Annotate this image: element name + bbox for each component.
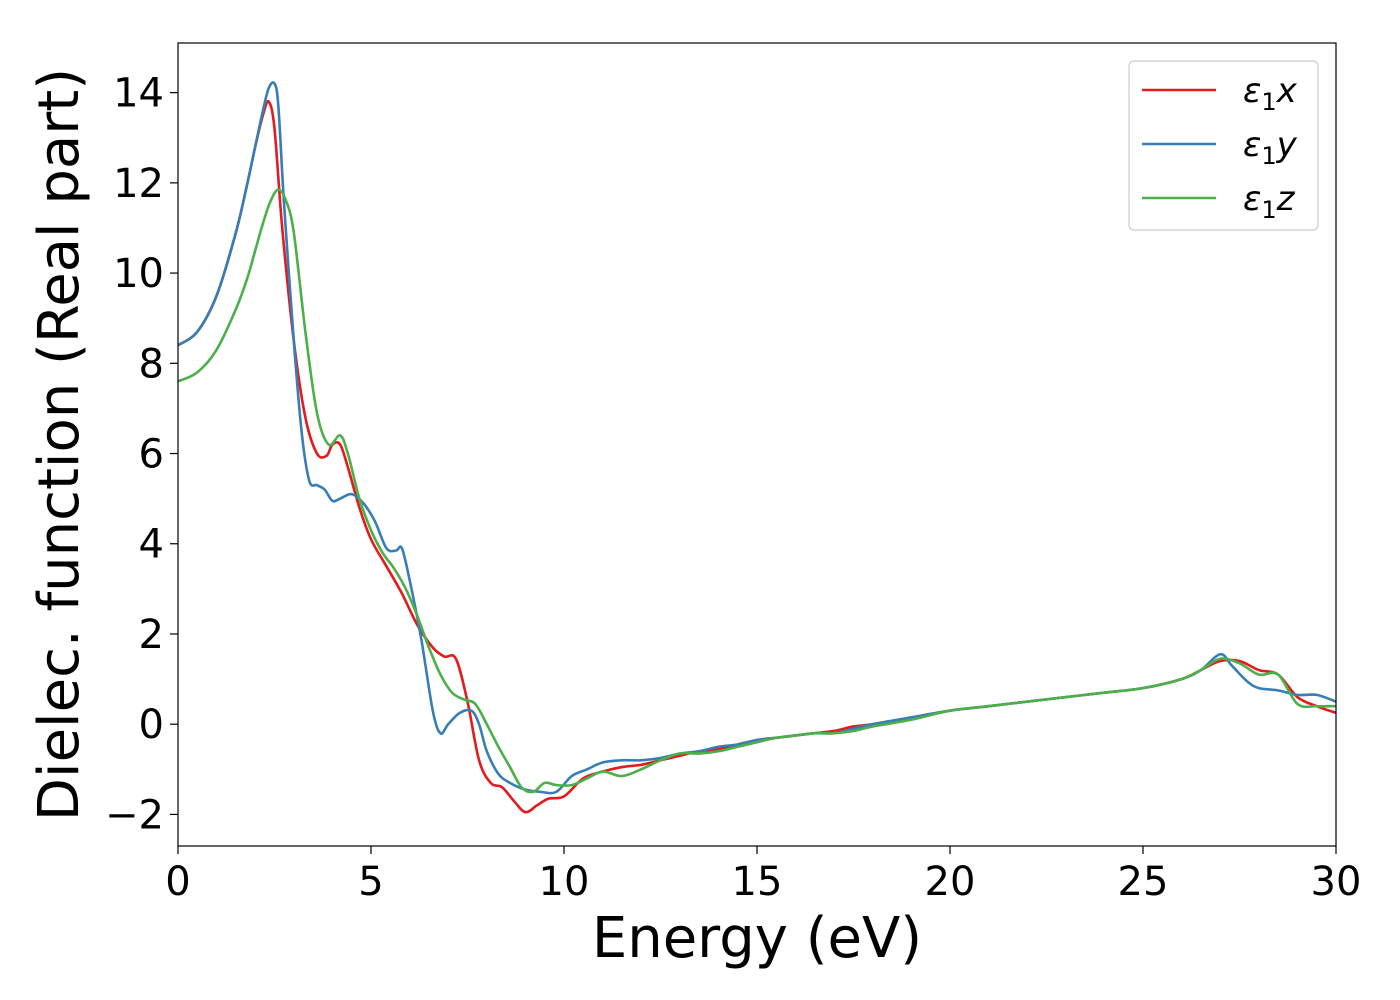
y-tick-label: 4 [139, 522, 164, 568]
legend-entry-subscript: 1 [1261, 142, 1276, 170]
y-tick-label: 6 [139, 432, 164, 478]
legend-entry-axis: z [1276, 179, 1296, 219]
legend-entry-symbol: ε [1243, 125, 1261, 165]
y-tick-label: 8 [139, 341, 164, 387]
x-tick-label: 10 [539, 859, 590, 905]
legend-entry-symbol: ε [1243, 71, 1261, 111]
x-axis-label: Energy (eV) [592, 906, 922, 971]
y-axis-label: Dielec. function (Real part) [27, 68, 92, 821]
legend-entry-axis: y [1276, 125, 1298, 165]
legend-entry-axis: x [1276, 71, 1298, 111]
legend-entry: ε1y [1243, 125, 1298, 170]
x-tick-label: 0 [165, 859, 190, 905]
x-axis: 0 5 10 15 20 25 30 [165, 846, 1361, 905]
y-axis: −2 0 2 4 6 8 10 12 14 [105, 71, 178, 838]
y-tick-label: 12 [113, 161, 164, 207]
x-tick-label: 5 [358, 859, 383, 905]
legend-entry: ε1z [1243, 179, 1296, 224]
series-line-z [178, 188, 1336, 794]
series-layer [178, 81, 1336, 814]
x-tick-label: 25 [1118, 859, 1169, 905]
legend-entry-subscript: 1 [1261, 196, 1276, 224]
y-tick-label: −2 [105, 792, 164, 838]
x-tick-label: 15 [732, 859, 783, 905]
x-tick-label: 20 [925, 859, 976, 905]
x-tick-label: 30 [1311, 859, 1362, 905]
y-tick-label: 10 [113, 251, 164, 297]
legend-box [1128, 60, 1319, 231]
y-tick-label: 2 [139, 612, 164, 658]
y-tick-label: 0 [139, 702, 164, 748]
y-tick-label: 14 [113, 71, 164, 117]
legend-entry: ε1x [1243, 71, 1298, 116]
legend-entry-symbol: ε [1243, 179, 1261, 219]
legend-entry-subscript: 1 [1261, 88, 1276, 116]
